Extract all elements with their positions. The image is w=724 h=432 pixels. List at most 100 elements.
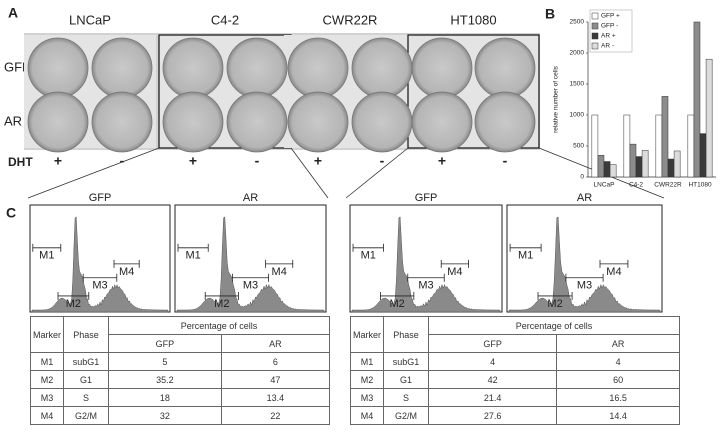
histogram	[31, 216, 169, 313]
well	[287, 37, 349, 99]
zoom-line	[345, 147, 409, 199]
table-cell: AR	[556, 334, 680, 353]
legend-swatch	[591, 12, 599, 20]
zoom-line	[290, 147, 329, 199]
marker-label: M3	[577, 280, 592, 292]
bar	[641, 150, 649, 178]
table-cell: Marker	[29, 316, 65, 353]
marker-label: M1	[361, 250, 376, 262]
legend-label: AR +	[601, 33, 616, 40]
legend-label: AR -	[601, 43, 614, 50]
table-cell: M4	[29, 406, 65, 425]
table-cell: 13.4	[220, 388, 331, 407]
table-cell: M1	[29, 352, 65, 371]
well	[287, 91, 349, 153]
table-row: M1 subG1 5 6	[29, 352, 331, 371]
table-cell: M2	[349, 370, 385, 389]
cell-line-label: LNCaP	[69, 12, 111, 27]
marker-label: M1	[518, 250, 533, 262]
table-cell: M1	[349, 352, 385, 371]
table-cell: 6	[220, 352, 331, 371]
well	[474, 91, 536, 153]
table-row: M3 S 18 13.4	[29, 388, 331, 407]
well	[411, 91, 473, 153]
cell-line-label: C4-2	[211, 12, 239, 27]
table-cell: 27.6	[428, 406, 558, 425]
legend-label: GFP +	[601, 13, 620, 20]
table-cell: 18	[108, 388, 222, 407]
table-cell: Phase	[63, 316, 110, 353]
well	[27, 37, 89, 99]
x-tick-label: C4-2	[629, 182, 643, 189]
bar	[667, 158, 675, 178]
table-cell: AR	[220, 334, 331, 353]
histogram-title: GFP	[89, 192, 112, 204]
table-cell: S	[63, 388, 110, 407]
table-cell: S	[383, 388, 430, 407]
bar	[705, 58, 713, 178]
well	[411, 37, 473, 99]
table-cell: 21.4	[428, 388, 558, 407]
table-row: GFP AR	[31, 334, 331, 353]
table-cell: 5	[108, 352, 222, 371]
marker-label: M4	[119, 266, 134, 278]
table-row: M4 G2/M 32 22	[29, 406, 331, 425]
table-cell: 42	[428, 370, 558, 389]
x-tick-label: HT1080	[688, 182, 712, 189]
marker-label: M4	[272, 266, 287, 278]
marker-label: M4	[606, 266, 621, 278]
table-cell: Marker	[349, 316, 385, 353]
bar	[609, 164, 617, 178]
table-cell: 4	[556, 352, 680, 371]
table-cell: GFP	[428, 334, 558, 353]
well	[226, 91, 288, 153]
table-cell: Percentage of cells	[108, 316, 330, 335]
treatment-sign: -	[380, 153, 385, 169]
table-cell: subG1	[63, 352, 110, 371]
table-cell: 22	[220, 406, 331, 425]
legend-swatch	[591, 22, 599, 30]
well	[351, 37, 413, 99]
histogram-title: GFP	[415, 192, 438, 204]
bar	[655, 114, 663, 178]
bar	[629, 143, 637, 178]
y-tick-label: 1000	[570, 112, 585, 119]
table-row: Marker Phase Percentage of cells	[349, 316, 680, 353]
zoom-line	[27, 147, 160, 199]
table-row: M2 G1 35.2 47	[29, 370, 331, 389]
table-cell: G2/M	[63, 406, 110, 425]
treatment-sign: -	[255, 153, 260, 169]
histogram-title: AR	[577, 192, 592, 204]
y-tick-label: 2000	[570, 50, 585, 57]
bar	[673, 150, 681, 178]
table-row: M4 G2/M 27.6 14.4	[349, 406, 680, 425]
bar	[635, 156, 643, 178]
well	[91, 91, 153, 153]
x-tick-label: LNCaP	[594, 182, 615, 189]
table-cell: M3	[349, 388, 385, 407]
table-cell: 16.5	[556, 388, 680, 407]
table-cell: G1	[63, 370, 110, 389]
table-cell: 32	[108, 406, 222, 425]
bar	[699, 133, 707, 178]
y-tick-label: 0	[580, 174, 584, 181]
table-cell: M2	[29, 370, 65, 389]
y-tick-label: 1500	[570, 81, 585, 88]
marker-label: M1	[185, 250, 200, 262]
well	[91, 37, 153, 99]
table-cell: M4	[349, 406, 385, 425]
well	[27, 91, 89, 153]
phase-table: Marker Phase Percentage of cells GFP AR M1 sub…	[349, 316, 680, 425]
marker-label: M1	[39, 250, 54, 262]
treatment-sign: +	[314, 153, 322, 169]
histogram-title: AR	[243, 192, 258, 204]
table-cell: 35.2	[108, 370, 222, 389]
legend-swatch	[591, 42, 599, 50]
row-label: AR	[4, 113, 22, 128]
bar	[603, 161, 611, 178]
cell-line-label: CWR22R	[323, 12, 378, 27]
treatment-sign: -	[503, 153, 508, 169]
treatment-sign: +	[438, 153, 446, 169]
marker-label: M2	[66, 298, 81, 310]
